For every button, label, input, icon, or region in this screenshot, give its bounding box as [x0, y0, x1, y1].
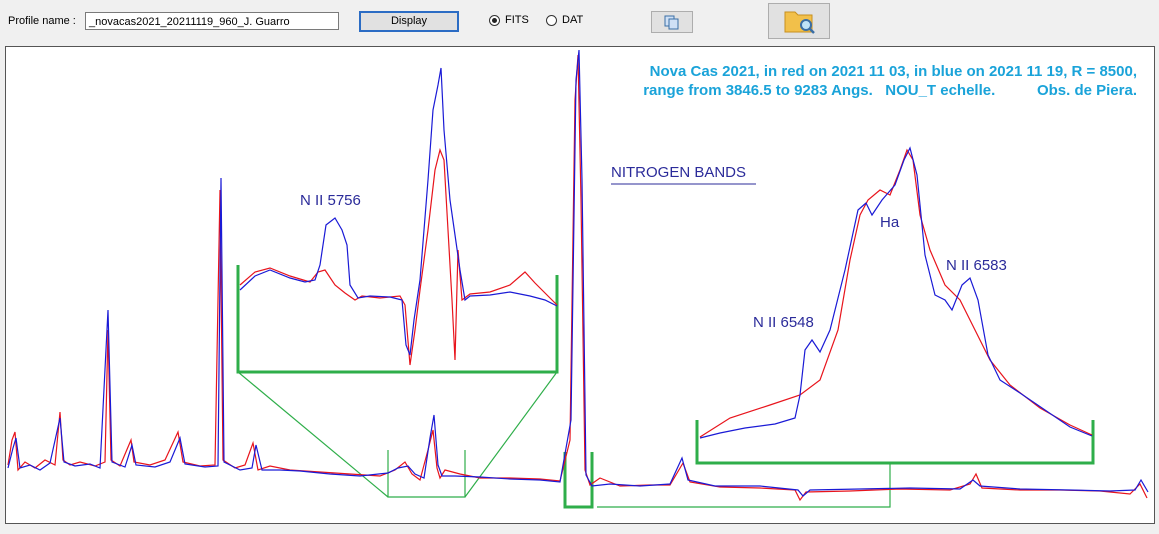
radio-label: DAT — [562, 14, 584, 26]
open-folder-button[interactable] — [768, 3, 830, 39]
folder-icon — [784, 11, 815, 34]
zoom-guides — [236, 265, 1095, 509]
spectrum-blue — [7, 49, 1149, 497]
display-button[interactable]: Display — [359, 11, 459, 32]
inset-left-red — [239, 148, 558, 366]
caption-line: Nova Cas 2021, in red on 2021 11 03, in … — [650, 63, 1137, 80]
line-label: N II 5756 — [300, 192, 361, 209]
inset-right-blue — [699, 146, 1093, 439]
inset-right-red — [699, 148, 1093, 438]
profile-input[interactable]: _novacas2021_20211119_960_J. Guarro — [85, 12, 339, 30]
radio-dot — [489, 14, 500, 26]
copy-button[interactable] — [651, 11, 693, 33]
spectrum-red — [7, 54, 1148, 502]
caption-line: range from 3846.5 to 9283 Angs. NOU_T ec… — [643, 82, 1137, 99]
line-label: Ha — [880, 214, 900, 231]
profile-label: Profile name : — [8, 15, 76, 27]
line-label: N II 6548 — [753, 314, 814, 331]
heading: NITROGEN BANDS — [611, 164, 746, 181]
radio-label: FITS — [505, 14, 529, 26]
dat-radio[interactable]: DAT — [546, 14, 583, 26]
inset-left-blue — [239, 67, 558, 356]
line-label: N II 6583 — [946, 257, 1007, 274]
copy-icon — [664, 15, 679, 30]
radio-dot — [546, 14, 557, 26]
fits-radio[interactable]: FITS — [489, 14, 529, 26]
